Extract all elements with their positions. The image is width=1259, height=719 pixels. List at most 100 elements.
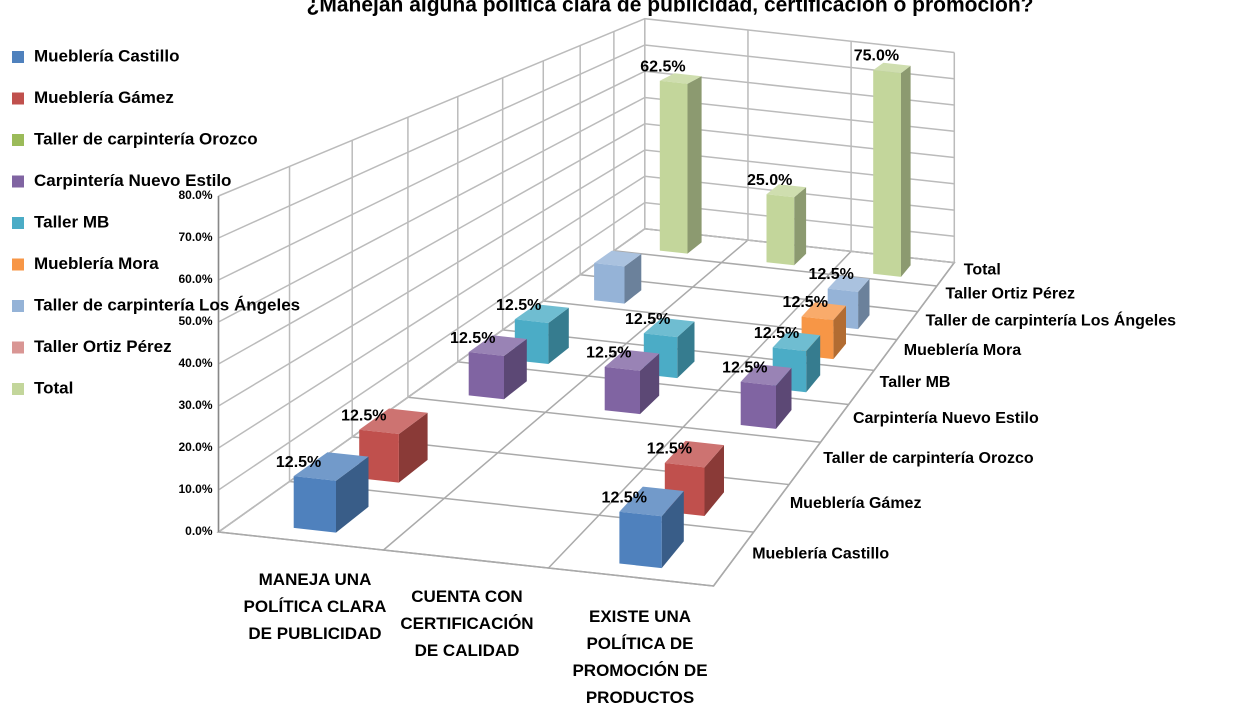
floor-line (407, 396, 821, 444)
bar-top (659, 73, 702, 84)
bar-front (873, 70, 901, 277)
x-tick-label: MANEJA UNA POLÍTICA CLARA DE PUBLICIDAD (243, 570, 387, 643)
bar-front (619, 511, 662, 569)
data-label: 12.5% (647, 441, 692, 458)
data-label: 12.5% (625, 311, 670, 328)
bar-side (806, 335, 821, 393)
data-label: 25.0% (747, 172, 792, 189)
bar-top (643, 317, 695, 338)
bar-top (664, 440, 724, 468)
legend-label: Mueblería Gámez (34, 88, 174, 107)
x-tick-label: CUENTA CON CERTIFICACIÓN DE CALIDAD (400, 587, 534, 660)
bar-side (901, 65, 911, 277)
floor-line (712, 262, 955, 587)
bar-top (619, 486, 684, 517)
bar (359, 408, 428, 483)
bar-front (594, 263, 625, 304)
legend-swatch (12, 258, 24, 271)
bar (594, 250, 642, 304)
data-label: 12.5% (341, 407, 386, 424)
bar-front (740, 381, 776, 429)
bar-top (873, 62, 911, 74)
bar-side (548, 307, 569, 364)
y-tick-label: 50.0% (178, 314, 212, 328)
bar-side (776, 367, 792, 429)
bar-side (858, 278, 870, 330)
bar (468, 335, 527, 400)
data-label: 12.5% (722, 359, 767, 376)
floor-line (383, 239, 749, 551)
depth-label: Total (964, 261, 1001, 278)
data-label: 12.5% (783, 294, 828, 311)
bar-top (468, 335, 527, 356)
legend-swatch (12, 300, 24, 312)
grid-line (218, 201, 955, 491)
legend-label: Mueblería Mora (34, 254, 159, 273)
bar-side (677, 321, 695, 379)
data-label: 12.5% (450, 330, 495, 347)
legend-swatch (12, 217, 24, 229)
legend-swatch (12, 341, 24, 354)
legend-label: Taller de carpintería Los Ángeles (34, 295, 300, 314)
x-tick-label: EXISTE UNA POLÍTICA DE PROMOCIÓN DE PROD… (572, 607, 708, 707)
bar (659, 73, 702, 254)
floor-line (613, 250, 937, 287)
depth-label: Taller de carpintería Los Ángeles (926, 310, 1177, 329)
bar-top (604, 349, 660, 371)
bar-front (604, 366, 640, 415)
bar-top (740, 364, 792, 386)
bar (643, 317, 695, 379)
legend-label: Taller Ortiz Pérez (34, 337, 172, 356)
bar-side (687, 76, 702, 254)
depth-label: Carpintería Nuevo Estilo (853, 410, 1039, 427)
bar (766, 184, 807, 266)
grid-line (218, 70, 955, 281)
floor-line (547, 250, 852, 569)
bar-top (293, 452, 369, 481)
bar-top (801, 302, 846, 321)
y-tick-label: 60.0% (178, 272, 212, 286)
bar-front (359, 429, 399, 483)
depth-label: Mueblería Gámez (790, 495, 922, 512)
chart-title: ¿Manejan alguna política clara de public… (307, 0, 1034, 17)
y-tick-label: 0.0% (185, 524, 213, 538)
bar-front (659, 80, 688, 254)
bar (873, 62, 911, 277)
bar (619, 486, 684, 569)
bar-side (624, 253, 642, 304)
y-tick-label: 70.0% (178, 230, 212, 244)
grid-line (218, 17, 955, 197)
legend-label: Carpintería Nuevo Estilo (34, 171, 231, 190)
legend-label: Mueblería Castillo (34, 46, 179, 65)
data-label: 12.5% (496, 297, 541, 314)
bar-side (661, 491, 684, 569)
depth-label: Mueblería Mora (904, 342, 1021, 359)
bar-top (772, 331, 821, 352)
grid-line (218, 123, 955, 365)
data-label: 12.5% (586, 345, 631, 362)
grid-line (218, 44, 955, 239)
legend-swatch (12, 175, 24, 188)
bar-front (766, 194, 795, 266)
floor-line (218, 531, 714, 587)
bar-side (704, 445, 724, 516)
legend-swatch (12, 51, 24, 63)
grid-line (218, 175, 955, 449)
bar-top (359, 408, 428, 434)
bar (293, 452, 369, 533)
bar-side (504, 339, 527, 400)
bar-side (640, 353, 660, 415)
depth-label: Taller MB (880, 374, 951, 391)
depth-label: Taller de carpintería Orozco (823, 450, 1034, 467)
data-label: 12.5% (809, 266, 854, 283)
bar-side (336, 456, 369, 533)
bar (514, 304, 569, 364)
bar-front (468, 352, 504, 400)
bar-side (398, 412, 428, 483)
data-label: 12.5% (754, 325, 799, 342)
bar-top (766, 184, 807, 198)
y-tick-label: 30.0% (178, 398, 212, 412)
legend-swatch (12, 134, 24, 146)
